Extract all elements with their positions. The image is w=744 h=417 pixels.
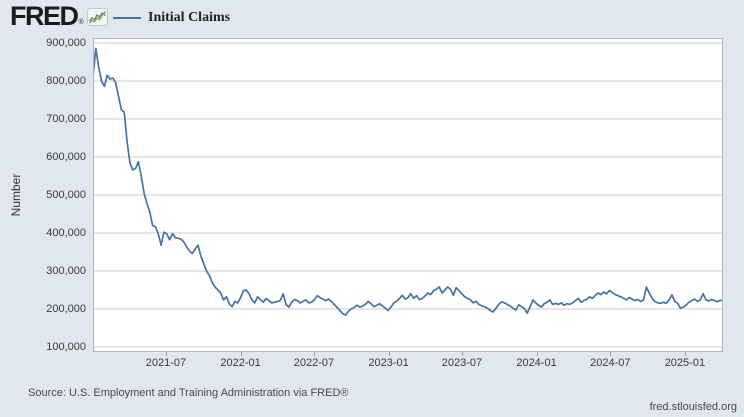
x-tick-mark: [684, 352, 686, 356]
y-tick-label: 900,000: [46, 36, 86, 49]
legend[interactable]: Initial Claims: [113, 9, 230, 27]
x-tick-label: 2021-07: [145, 357, 187, 369]
x-tick-label: 2022-01: [220, 357, 261, 369]
x-tick-mark: [313, 352, 315, 356]
source-attribution: Source: U.S. Employment and Training Adm…: [28, 387, 349, 399]
fred-site-link[interactable]: fred.stlouisfed.org: [649, 401, 737, 413]
x-tick-mark: [165, 352, 167, 356]
x-tick-mark: [240, 352, 242, 356]
y-tick-label: 700,000: [46, 112, 86, 125]
x-tick-label: 2022-07: [293, 357, 335, 369]
y-tick-label: 300,000: [46, 264, 86, 277]
plot-area: [93, 38, 723, 352]
plot-border: [93, 38, 723, 352]
fred-logo[interactable]: FRED ®: [10, 1, 108, 31]
fred-logo-text: FRED: [10, 1, 79, 31]
x-tick-label: 2023-01: [368, 357, 409, 369]
x-tick-label: 2023-07: [441, 357, 483, 369]
y-tick-label: 500,000: [46, 188, 86, 201]
initial-claims-series-line: [93, 47, 723, 316]
registered-mark: ®: [78, 19, 84, 26]
x-tick-mark: [388, 352, 390, 356]
initial-claims-line-chart: [93, 38, 723, 352]
x-tick-mark: [610, 352, 612, 356]
y-tick-label: 600,000: [46, 150, 86, 163]
x-tick-mark: [461, 352, 463, 356]
legend-line-swatch: [113, 17, 141, 19]
y-tick-label: 200,000: [46, 302, 86, 315]
x-tick-label: 2024-07: [590, 357, 631, 369]
x-tick-label: 2025-01: [664, 357, 706, 369]
x-tick-label: 2024-01: [516, 357, 557, 369]
legend-series-label: Initial Claims: [148, 10, 231, 25]
fred-logo-chart-icon: [86, 8, 108, 26]
y-tick-label: 100,000: [46, 340, 86, 353]
y-tick-label: 400,000: [46, 226, 86, 239]
y-tick-label: 800,000: [46, 74, 86, 87]
x-tick-mark: [536, 352, 538, 356]
